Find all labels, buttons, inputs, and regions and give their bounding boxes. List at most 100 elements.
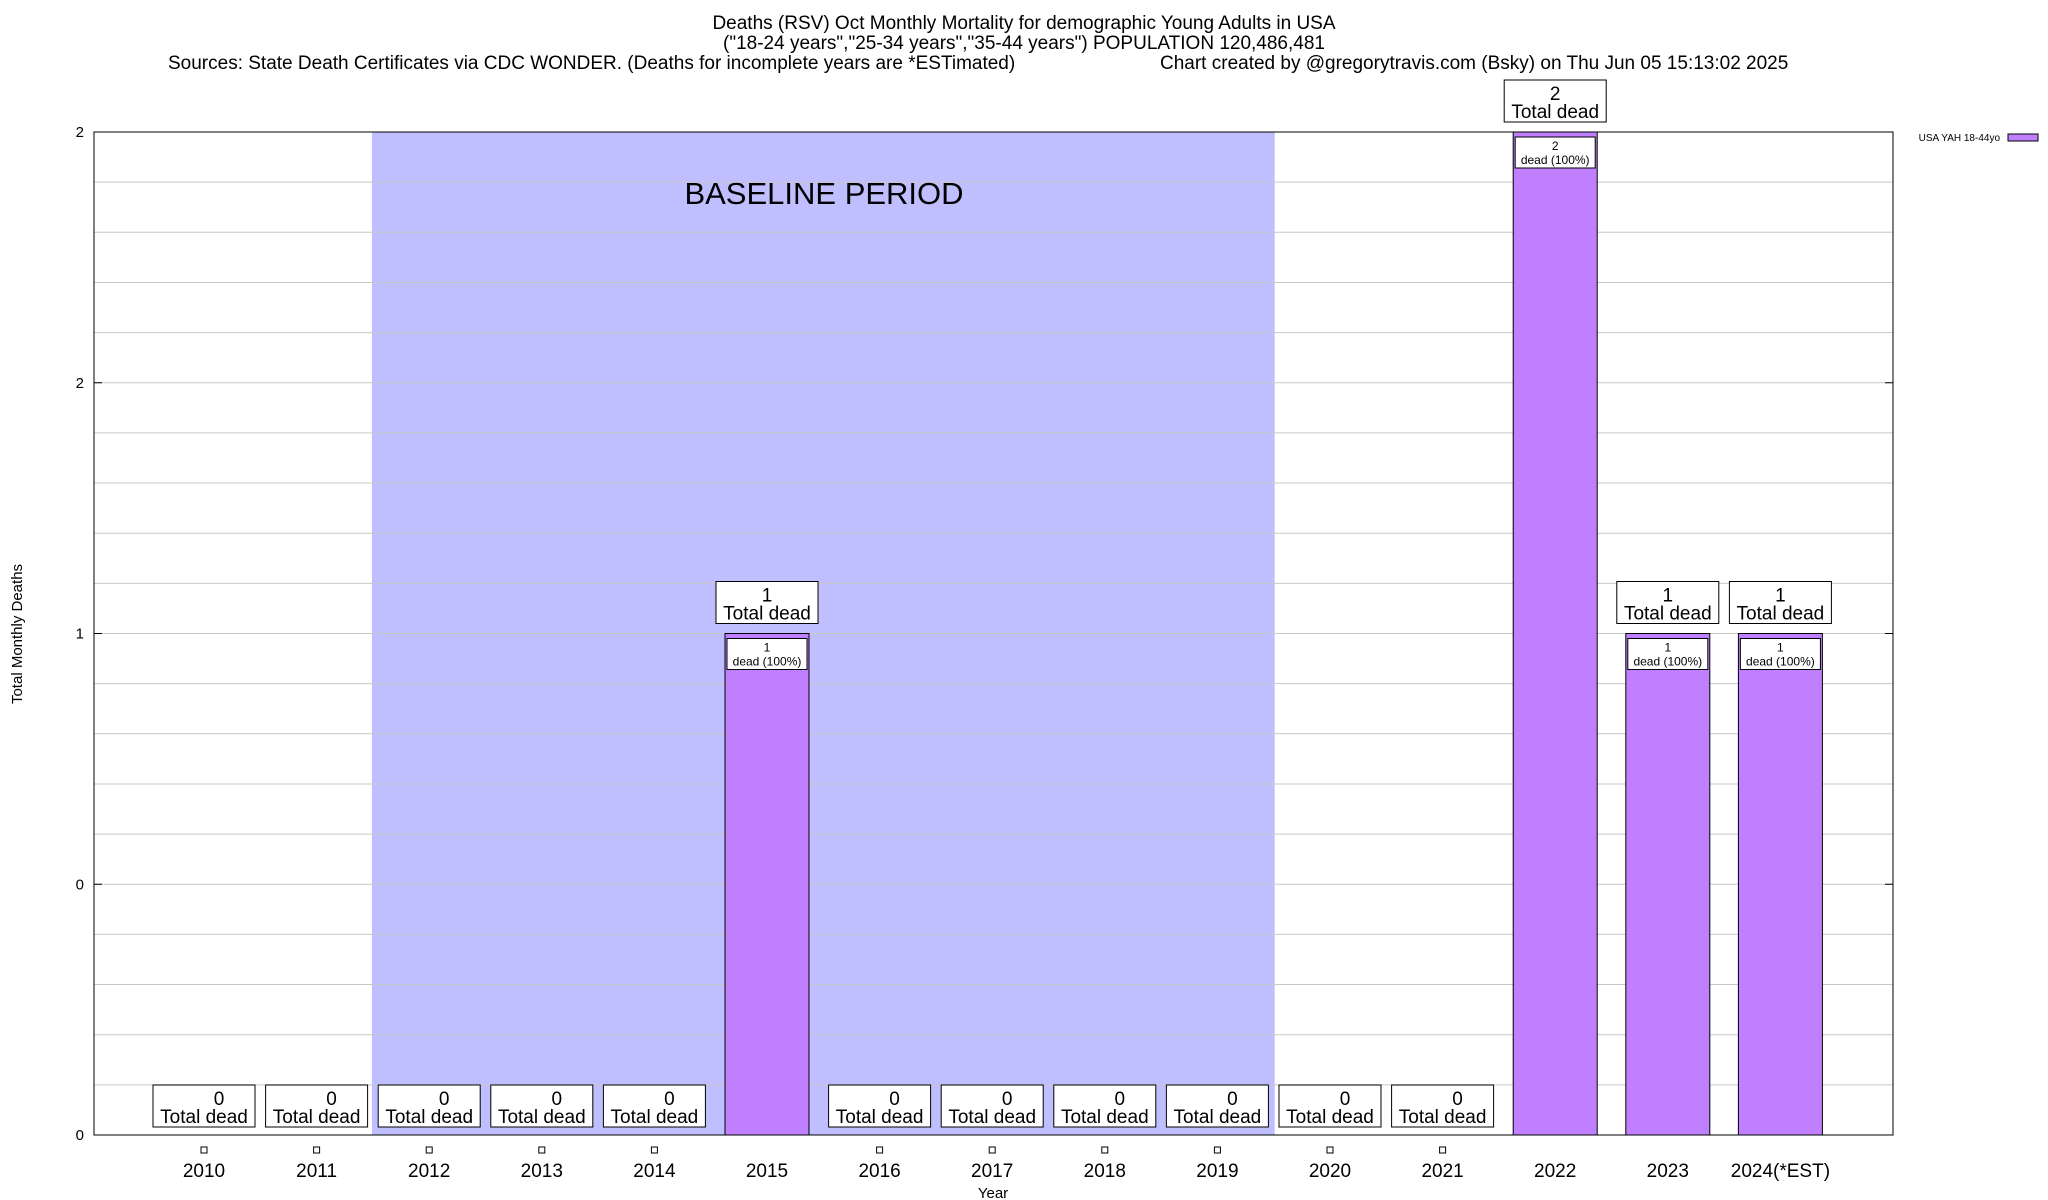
total-dead-label: Total dead <box>1399 1107 1487 1128</box>
bar-percent-label: dead (100%) <box>1633 655 1702 669</box>
total-value-label: 0 <box>439 1089 450 1110</box>
y-tick-label: 1 <box>76 626 84 643</box>
x-tick-label: 2016 <box>858 1161 900 1182</box>
total-value-label: 0 <box>326 1089 337 1110</box>
chart-credit: Chart created by @gregorytravis.com (Bsk… <box>1160 53 1789 74</box>
x-tick-label: 2022 <box>1534 1161 1576 1182</box>
zero-marker <box>425 1146 433 1154</box>
bar-label-box <box>1627 638 1709 670</box>
bar-percent-label: dead (100%) <box>1521 153 1590 167</box>
baseline-period-label: BASELINE PERIOD <box>684 176 963 211</box>
x-tick-label: 2018 <box>1084 1161 1126 1182</box>
bar-label-box <box>1514 136 1596 169</box>
bar-label-box <box>1739 638 1821 670</box>
legend-label: USA YAH 18-44yo <box>1919 133 2001 144</box>
total-value-label: 0 <box>1340 1089 1351 1110</box>
x-tick-label: 2010 <box>183 1161 225 1182</box>
total-label-box <box>1053 1084 1157 1128</box>
total-dead-label: Total dead <box>385 1107 473 1128</box>
zero-marker <box>650 1146 658 1154</box>
total-dead-label: Total dead <box>498 1107 586 1128</box>
zero-marker <box>988 1146 996 1154</box>
zero-marker <box>1439 1146 1447 1154</box>
total-value-label: 0 <box>1452 1089 1463 1110</box>
bar <box>1512 131 1598 1136</box>
bar-value-label: 2 <box>1552 139 1559 153</box>
x-axis-label: Year <box>978 1185 1008 1200</box>
total-value-label: 0 <box>664 1089 675 1110</box>
total-value-label: 0 <box>1002 1089 1013 1110</box>
zero-marker <box>1213 1146 1221 1154</box>
total-value-label: 0 <box>889 1089 900 1110</box>
total-dead-label: Total dead <box>948 1107 1036 1128</box>
total-value-label: 1 <box>762 586 773 607</box>
x-tick-label: 2012 <box>408 1161 450 1182</box>
total-dead-label: Total dead <box>1286 1107 1374 1128</box>
total-label-box <box>490 1084 594 1128</box>
x-tick-label: 2024(*EST) <box>1731 1161 1830 1182</box>
zero-marker <box>1101 1146 1109 1154</box>
total-value-label: 0 <box>1227 1089 1238 1110</box>
bar <box>1625 633 1711 1136</box>
total-label-box <box>940 1084 1044 1128</box>
y-tick-label: 2 <box>76 375 84 392</box>
x-tick-label: 2014 <box>633 1161 676 1182</box>
bar-value-label: 1 <box>1664 641 1671 655</box>
zero-marker <box>1326 1146 1334 1154</box>
zero-marker <box>313 1146 321 1154</box>
bar-label-box <box>726 638 808 670</box>
total-label-box <box>377 1084 481 1128</box>
total-label-box <box>265 1084 369 1128</box>
total-label-box <box>828 1084 932 1128</box>
total-value-label: 1 <box>1663 586 1674 607</box>
x-tick-label: 2023 <box>1647 1161 1689 1182</box>
x-tick-label: 2013 <box>521 1161 563 1182</box>
total-dead-label: Total dead <box>160 1107 248 1128</box>
total-dead-label: Total dead <box>1624 604 1712 625</box>
y-tick-label: 2 <box>76 124 84 141</box>
x-tick-label: 2020 <box>1309 1161 1351 1182</box>
axes-layer: 2010 2011 2012 2013 2014 2015 2016 2017 2018 2019… <box>9 124 2039 1200</box>
x-tick-label: 2017 <box>971 1161 1013 1182</box>
total-label-box <box>152 1084 256 1128</box>
chart-title: Deaths (RSV) Oct Monthly Mortality for d… <box>712 13 1336 34</box>
total-dead-label: Total dead <box>273 1107 361 1128</box>
total-dead-label: Total dead <box>1511 102 1599 123</box>
y-tick-label: 0 <box>76 1127 84 1144</box>
y-axis-label: Total Monthly Deaths <box>9 564 26 704</box>
total-label-box <box>715 581 819 624</box>
total-label-box <box>1728 581 1832 624</box>
zero-marker <box>876 1146 884 1154</box>
total-value-label: 2 <box>1550 84 1561 105</box>
total-dead-label: Total dead <box>611 1107 699 1128</box>
x-tick-label: 2015 <box>746 1161 788 1182</box>
y-tick-label: 0 <box>76 876 84 893</box>
total-dead-label: Total dead <box>836 1107 924 1128</box>
total-dead-label: Total dead <box>723 604 811 625</box>
total-label-box <box>1165 1084 1269 1128</box>
bar-percent-label: dead (100%) <box>733 655 802 669</box>
total-label-box <box>1503 79 1607 123</box>
total-value-label: 0 <box>214 1089 225 1110</box>
x-tick-label: 2021 <box>1421 1161 1463 1182</box>
chart-subtitle: ("18-24 years","25-34 years","35-44 year… <box>723 33 1325 54</box>
bars-layer <box>724 131 1823 1136</box>
zero-marker <box>538 1146 546 1154</box>
total-label-box <box>1616 581 1720 624</box>
x-tick-label: 2019 <box>1196 1161 1238 1182</box>
legend-swatch <box>2007 133 2039 142</box>
total-dead-label: Total dead <box>1737 604 1825 625</box>
x-tick-label: 2011 <box>296 1161 337 1182</box>
bar-value-label: 1 <box>764 641 771 655</box>
total-dead-label: Total dead <box>1174 1107 1262 1128</box>
bar <box>1737 633 1823 1136</box>
total-value-label: 0 <box>552 1089 563 1110</box>
bar-value-label: 1 <box>1777 641 1784 655</box>
total-value-label: 0 <box>1115 1089 1126 1110</box>
bar-percent-label: dead (100%) <box>1746 655 1815 669</box>
zero-marker <box>200 1146 208 1154</box>
total-value-label: 1 <box>1775 586 1786 607</box>
sources-note: Sources: State Death Certificates via CD… <box>168 53 1016 74</box>
